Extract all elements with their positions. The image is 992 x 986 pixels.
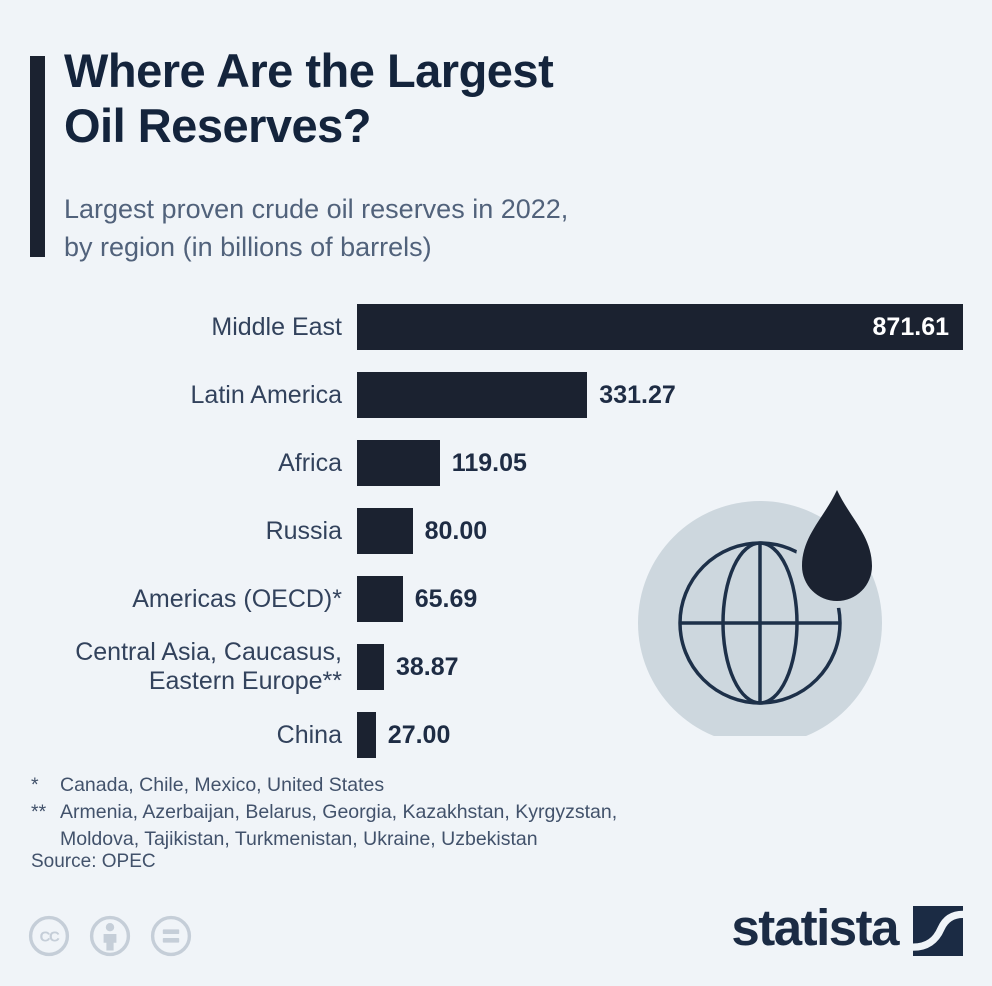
category-label: Russia [265, 516, 342, 545]
bar [357, 372, 588, 418]
cc-icon: CC [28, 915, 70, 957]
license-icons: CC [28, 915, 192, 957]
bar-row: Russia 80.00 [0, 497, 992, 565]
source-note: Source: OPEC [31, 851, 156, 872]
oil-drop-icon [802, 490, 872, 601]
bar-row: China 27.00 [0, 701, 992, 769]
footnotes: * Canada, Chile, Mexico, United States *… [31, 772, 648, 853]
title-accent-bar [30, 56, 45, 257]
bar-track: 80.00 [357, 508, 992, 554]
bar-track: 65.69 [357, 576, 992, 622]
value-label: 80.00 [424, 516, 488, 545]
bar-track: 871.61 [357, 304, 992, 350]
globe-oil-drop-svg [638, 490, 882, 745]
page-subtitle: Largest proven crude oil reserves in 202… [64, 194, 569, 263]
bar-track: 27.00 [357, 712, 992, 758]
attribution-icon [89, 915, 131, 957]
bar [357, 644, 384, 690]
category-label: Middle East [211, 312, 342, 341]
value-label: 27.00 [387, 720, 451, 749]
bar-chart: Middle East 871.61 Latin America 331.27 … [0, 293, 992, 769]
no-derivatives-icon [150, 915, 192, 957]
bar: 871.61 [357, 304, 963, 350]
category-label: Central Asia, Caucasus, Eastern Europe** [75, 638, 342, 695]
globe-oil-drop-icon [638, 486, 888, 745]
footnote-2-marker: ** [31, 800, 47, 823]
footnote-2: ** Armenia, Azerbaijan, Belarus, Georgia… [31, 799, 648, 853]
category-label: Americas (OECD)* [132, 584, 342, 613]
value-label: 119.05 [451, 448, 527, 477]
page-title: Where Are the Largest Oil Reserves? [64, 44, 554, 152]
category-label: Africa [278, 448, 342, 477]
bar-row: Latin America 331.27 [0, 361, 992, 429]
svg-text:CC: CC [40, 929, 60, 946]
bar-row: Americas (OECD)* 65.69 [0, 565, 992, 633]
bar [357, 576, 403, 622]
bar-track: 38.87 [357, 644, 992, 690]
value-label: 331.27 [599, 380, 676, 409]
value-label: 65.69 [414, 584, 478, 613]
bar-track: 119.05 [357, 440, 992, 486]
bar-row: Africa 119.05 [0, 429, 992, 497]
category-label: Latin America [190, 380, 342, 409]
bar-row: Middle East 871.61 [0, 293, 992, 361]
bar [357, 440, 440, 486]
bar [357, 508, 413, 554]
footnote-2-text: Armenia, Azerbaijan, Belarus, Georgia, K… [60, 800, 618, 850]
bar [357, 712, 376, 758]
category-label: China [276, 720, 342, 749]
value-label: 871.61 [872, 312, 949, 341]
statista-logo-icon [913, 905, 963, 956]
footnote-1: * Canada, Chile, Mexico, United States [31, 772, 648, 799]
footnote-1-text: Canada, Chile, Mexico, United States [60, 774, 385, 796]
footnote-1-marker: * [31, 774, 39, 796]
bar-track: 331.27 [357, 372, 992, 418]
bar-row: Central Asia, Caucasus, Eastern Europe**… [0, 633, 992, 701]
statista-wordmark: statista [731, 899, 899, 956]
value-label: 38.87 [396, 652, 459, 681]
globe-outline [678, 541, 842, 705]
statista-logo: statista [731, 899, 963, 956]
